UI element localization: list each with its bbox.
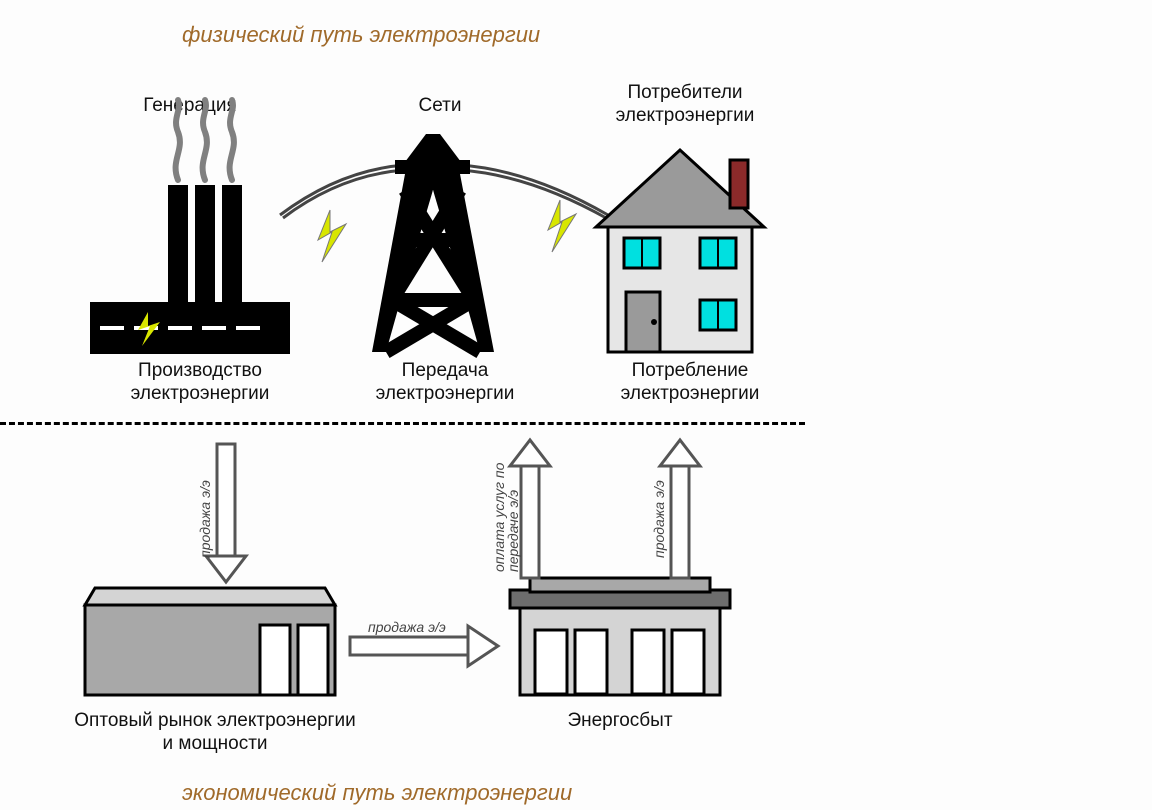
label-market: Оптовый рынок электроэнергии и мощности [50, 710, 380, 756]
title-economic-path: экономический путь электроэнергии [182, 780, 572, 806]
arrow-text-pay-up-l2: передаче э/э [505, 490, 521, 572]
arrow-text-sell-right: продажа э/э [368, 619, 446, 635]
label-transmission: Передача электроэнергии [345, 360, 545, 406]
wire-right [460, 165, 608, 252]
factory-icon [90, 185, 290, 354]
arrow-text-sell-down: продажа э/э [197, 480, 213, 558]
diagram-root: физический путь электроэнергии экономиче… [0, 0, 1152, 810]
arrow-text-sell-up: продажа э/э [651, 480, 667, 558]
label-production: Производство электроэнергии [100, 360, 300, 406]
label-consumption: Потребление электроэнергии [590, 360, 790, 406]
market-building-icon [85, 588, 335, 695]
smoke-icon [176, 100, 234, 180]
divider-dashed [0, 422, 805, 425]
sales-building-icon [510, 578, 730, 695]
top-row-graphic [0, 0, 820, 360]
house-icon [596, 150, 764, 352]
label-sales: Энергосбыт [530, 710, 710, 733]
bolt-icon [318, 210, 346, 262]
wire-left [280, 165, 405, 262]
bolt-icon [548, 200, 576, 252]
